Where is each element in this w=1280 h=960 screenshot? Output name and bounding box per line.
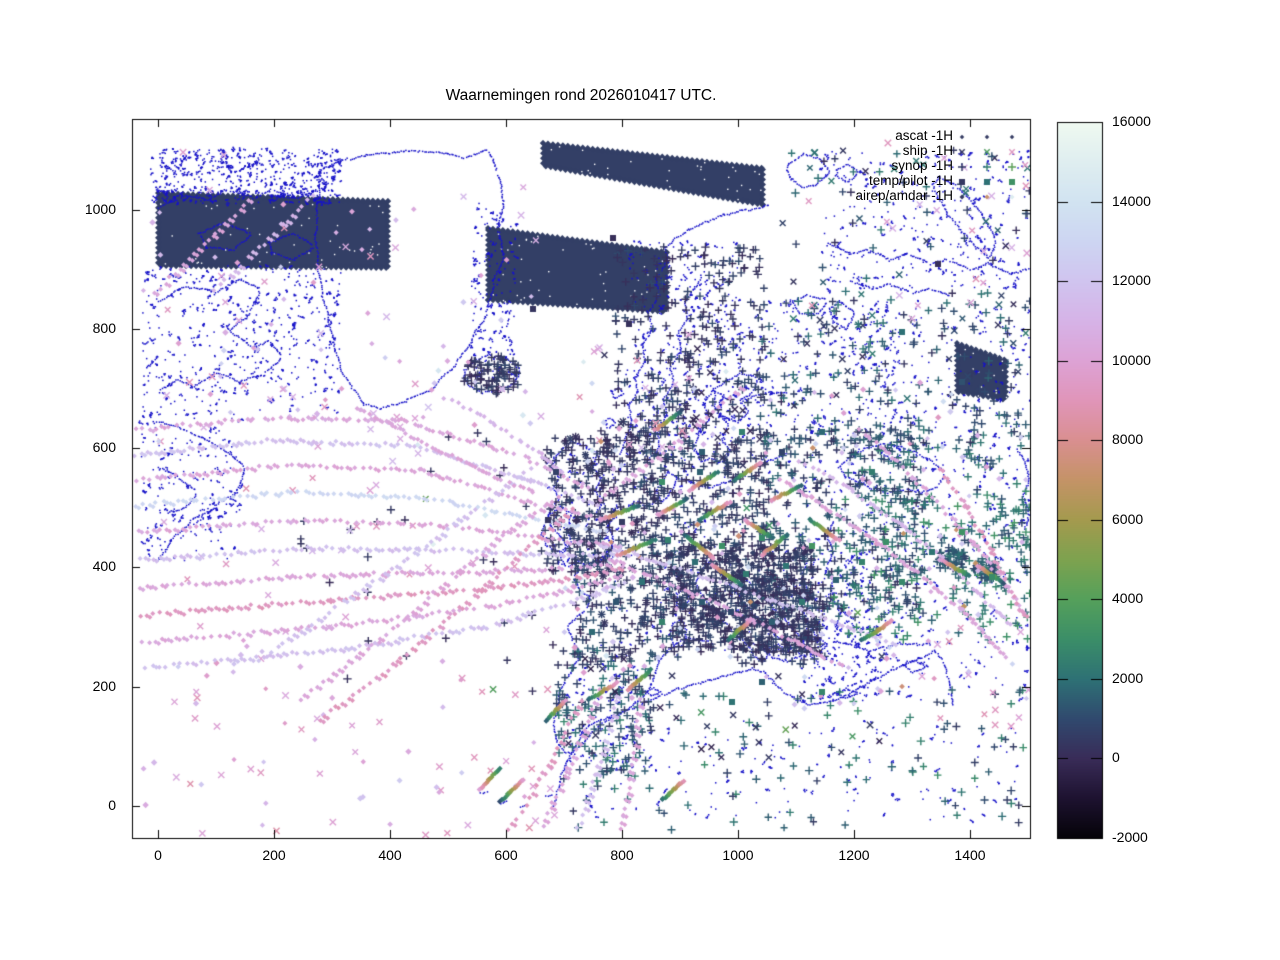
y-tick-label: 400 [92,558,116,575]
colorbar-tick-label: 4000 [1112,590,1144,607]
colorbar-tick-label: 6000 [1112,510,1144,527]
x-tick-label: 1200 [838,847,870,863]
y-tick-label: 0 [108,797,116,813]
x-tick-label: 0 [154,847,162,863]
x-tick-label: 200 [262,847,286,863]
y-tick-label: 600 [92,439,116,456]
colorbar-tick-label: 14000 [1112,192,1151,209]
colorbar-tick-label: 2000 [1112,669,1144,686]
x-tick-label: 1000 [722,847,754,863]
colorbar-tick-label: 12000 [1112,272,1151,289]
x-tick-label: 400 [378,847,402,863]
legend-label: temp/pilot -1H [868,173,953,188]
y-tick-label: 1000 [84,200,116,217]
y-tick-label: 200 [92,677,116,694]
y-tick-label: 800 [92,319,116,336]
x-tick-label: 800 [610,847,634,863]
legend-label: ship -1H [902,143,953,158]
x-tick-label: 1400 [954,847,986,863]
colorbar-tick-label: 16000 [1112,113,1151,129]
legend-label: airep/amdar -1H [855,188,953,203]
x-tick-label: 600 [494,847,518,863]
colorbar-tick-label: 0 [1112,749,1120,766]
colorbar-tick-label: 10000 [1112,351,1151,368]
colorbar-tick-label: -2000 [1112,829,1148,845]
colorbar-tick-label: 8000 [1112,431,1144,448]
legend-label: ascat -1H [895,128,953,143]
chart-title: Waarnemingen rond 2026010417 UTC. [445,87,717,104]
legend-label: synop -1H [891,158,953,173]
